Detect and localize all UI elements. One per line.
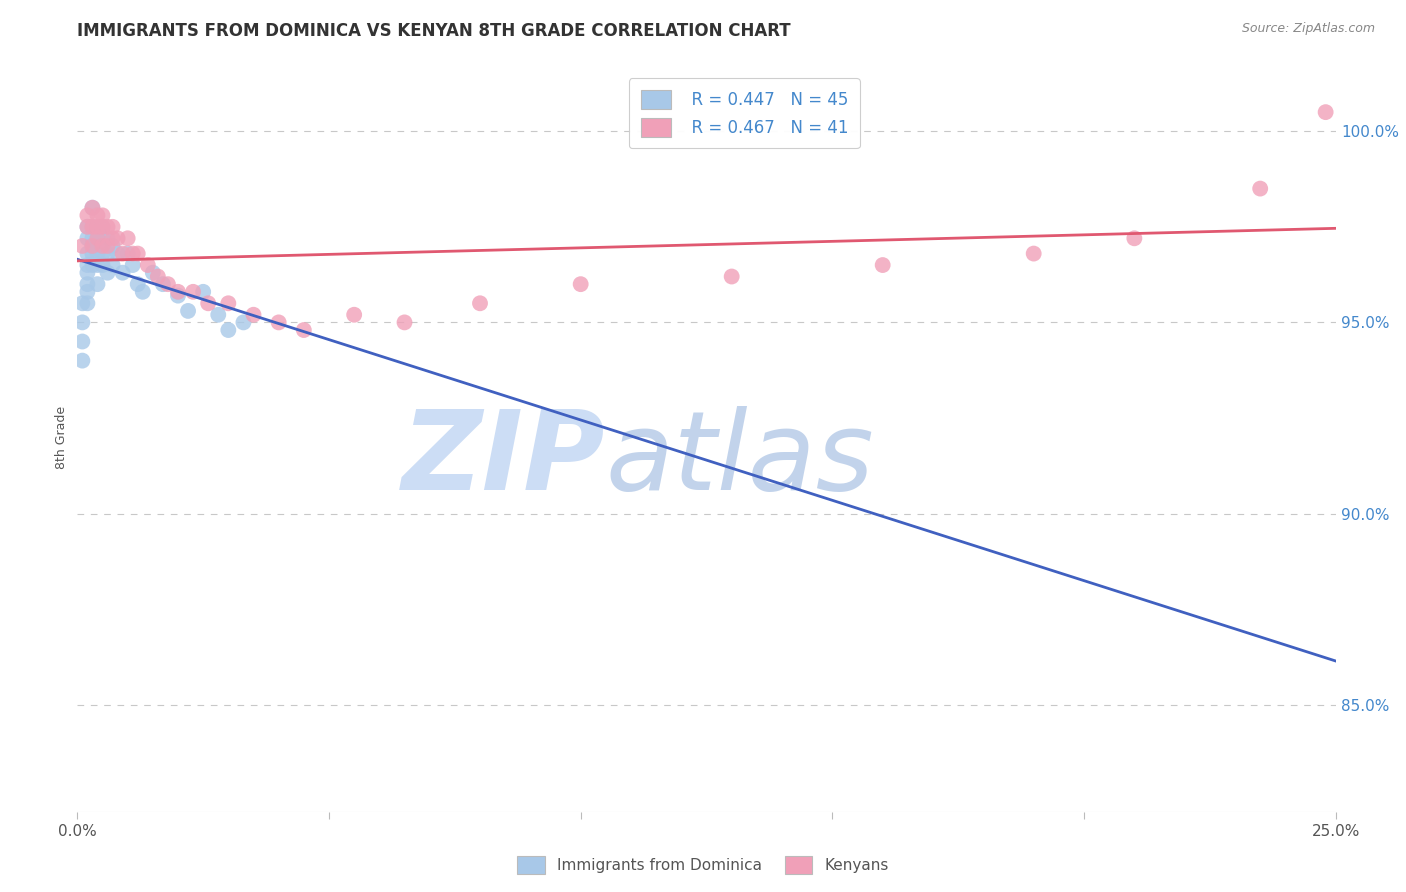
Point: [76, 285, 98, 299]
Point: [872, 258, 894, 272]
Point: [76, 219, 98, 234]
Point: [91, 231, 114, 245]
Point: [343, 308, 366, 322]
Point: [1123, 231, 1146, 245]
Point: [177, 304, 200, 318]
Point: [86, 231, 108, 245]
Point: [111, 246, 134, 260]
Point: [76, 219, 98, 234]
Legend:   R = 0.447   N = 45,   R = 0.467   N = 41: R = 0.447 N = 45, R = 0.467 N = 41: [628, 78, 859, 148]
Point: [86, 231, 108, 245]
Text: atlas: atlas: [606, 406, 875, 513]
Point: [156, 277, 179, 292]
Point: [76, 208, 98, 222]
Point: [86, 277, 108, 292]
Point: [82, 201, 104, 215]
Point: [91, 219, 114, 234]
Point: [82, 258, 104, 272]
Point: [82, 239, 104, 253]
Point: [101, 258, 124, 272]
Point: [191, 285, 215, 299]
Point: [91, 246, 114, 260]
Point: [86, 258, 108, 272]
Point: [267, 315, 290, 329]
Point: [167, 285, 190, 299]
Point: [136, 258, 159, 272]
Point: [82, 231, 104, 245]
Point: [82, 201, 104, 215]
Point: [142, 266, 165, 280]
Point: [117, 231, 139, 245]
Point: [91, 208, 114, 222]
Point: [86, 219, 108, 234]
Point: [127, 246, 149, 260]
Y-axis label: 8th Grade: 8th Grade: [55, 406, 69, 468]
Point: [152, 277, 174, 292]
Point: [91, 258, 114, 272]
Point: [96, 246, 118, 260]
Text: ZIP: ZIP: [402, 406, 606, 513]
Point: [91, 239, 114, 253]
Point: [394, 315, 416, 329]
Text: IMMIGRANTS FROM DOMINICA VS KENYAN 8TH GRADE CORRELATION CHART: IMMIGRANTS FROM DOMINICA VS KENYAN 8TH G…: [77, 22, 792, 40]
Point: [72, 296, 94, 310]
Point: [91, 219, 114, 234]
Point: [82, 219, 104, 234]
Point: [76, 246, 98, 260]
Point: [86, 246, 108, 260]
Point: [121, 246, 143, 260]
Point: [217, 323, 239, 337]
Point: [1249, 181, 1271, 195]
Point: [197, 296, 219, 310]
Point: [167, 288, 190, 302]
Point: [76, 296, 98, 310]
Point: [111, 266, 134, 280]
Point: [76, 231, 98, 245]
Point: [127, 277, 149, 292]
Point: [101, 219, 124, 234]
Point: [242, 308, 264, 322]
Point: [117, 246, 139, 260]
Point: [1022, 246, 1045, 260]
Point: [76, 277, 98, 292]
Point: [207, 308, 229, 322]
Point: [96, 219, 118, 234]
Point: [96, 231, 118, 245]
Point: [86, 208, 108, 222]
Point: [569, 277, 592, 292]
Point: [121, 258, 143, 272]
Point: [1315, 105, 1337, 120]
Point: [107, 246, 129, 260]
Point: [292, 323, 315, 337]
Point: [468, 296, 491, 310]
Point: [76, 258, 98, 272]
Point: [101, 231, 124, 245]
Point: [82, 239, 104, 253]
Point: [217, 296, 239, 310]
Point: [132, 285, 155, 299]
Point: [72, 239, 94, 253]
Point: [72, 353, 94, 368]
Point: [101, 239, 124, 253]
Legend: Immigrants from Dominica, Kenyans: Immigrants from Dominica, Kenyans: [510, 850, 896, 880]
Text: Source: ZipAtlas.com: Source: ZipAtlas.com: [1241, 22, 1375, 36]
Point: [72, 315, 94, 329]
Point: [107, 231, 129, 245]
Point: [96, 266, 118, 280]
Point: [72, 334, 94, 349]
Point: [720, 269, 742, 284]
Point: [96, 239, 118, 253]
Point: [82, 219, 104, 234]
Point: [82, 246, 104, 260]
Point: [76, 266, 98, 280]
Point: [232, 315, 254, 329]
Point: [146, 269, 169, 284]
Point: [181, 285, 204, 299]
